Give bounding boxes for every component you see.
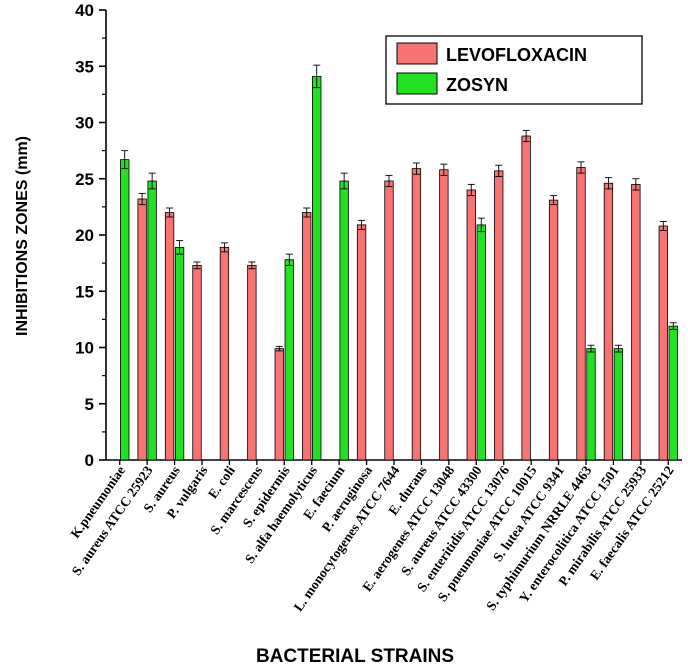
bars-layer — [120, 64, 678, 461]
x-axis-title: BACTERIAL STRAINS — [256, 646, 454, 667]
y-tick-label: 20 — [75, 226, 94, 245]
bar-zosyn — [120, 159, 130, 461]
bar-levofloxacin — [521, 135, 531, 461]
y-tick-label: 40 — [75, 1, 94, 20]
bar-levofloxacin — [164, 212, 175, 461]
y-tick-label: 30 — [75, 114, 94, 133]
y-tick-label: 15 — [75, 282, 94, 301]
legend-label-levofloxacin: LEVOFLOXACIN — [446, 45, 587, 65]
bar-zosyn — [613, 348, 624, 461]
bar-zosyn — [284, 259, 294, 461]
y-tick-label: 10 — [75, 339, 94, 358]
legend: LEVOFLOXACIN ZOSYN — [385, 35, 643, 105]
bar-zosyn — [339, 180, 349, 461]
y-tick-label: 5 — [85, 395, 94, 414]
bar-levofloxacin — [356, 224, 367, 461]
bar-levofloxacin — [411, 168, 422, 461]
legend-label-zosyn: ZOSYN — [446, 75, 508, 95]
bar-zosyn — [586, 348, 596, 461]
y-tick-label: 0 — [85, 451, 94, 470]
bar-levofloxacin — [247, 264, 257, 461]
bar-zosyn — [476, 224, 486, 461]
bar-levofloxacin — [576, 167, 586, 461]
bar-levofloxacin — [439, 169, 449, 461]
y-axis-title: INHIBITIONS ZONES (mm) — [14, 136, 31, 336]
bar-levofloxacin — [603, 182, 614, 461]
bar-levofloxacin — [192, 264, 202, 461]
bar-zosyn — [147, 180, 157, 461]
bar-levofloxacin — [274, 348, 284, 461]
bar-levofloxacin — [466, 189, 476, 461]
bar-levofloxacin — [631, 183, 641, 461]
y-tick-label: 25 — [75, 170, 94, 189]
bar-zosyn — [312, 75, 322, 461]
bar-levofloxacin — [137, 198, 147, 461]
bar-levofloxacin — [384, 180, 394, 461]
bar-levofloxacin — [494, 170, 504, 461]
bar-levofloxacin — [658, 225, 668, 461]
bar-levofloxacin — [548, 199, 559, 461]
bar-levofloxacin — [219, 246, 230, 461]
axis-layer: 0 5 10 15 20 25 30 35 40 — [75, 1, 682, 470]
bar-levofloxacin — [302, 212, 312, 461]
legend-swatch-zosyn — [396, 72, 438, 95]
bar-zosyn — [668, 325, 678, 461]
legend-swatch-levofloxacin — [396, 42, 438, 65]
y-tick-label: 35 — [75, 57, 94, 76]
bar-zosyn — [174, 246, 185, 461]
